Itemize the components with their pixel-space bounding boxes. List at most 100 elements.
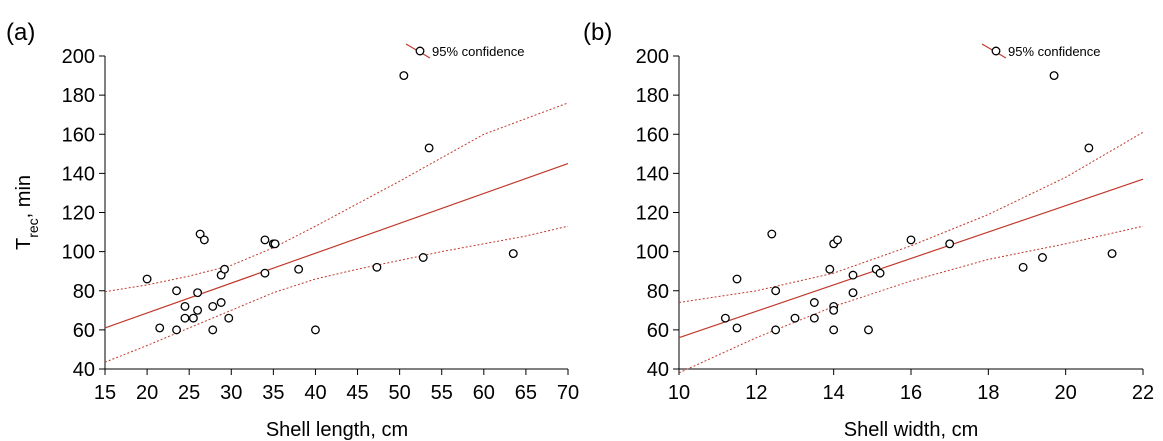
panel-label: (b) [583,19,612,46]
data-point [864,325,873,335]
x-tick-label: 12 [745,382,767,404]
y-tick-label: 120 [62,203,95,225]
data-point [829,305,839,315]
x-tick-label: 16 [900,382,922,404]
x-tick-label: 22 [1132,382,1154,404]
ci-upper-line [678,131,1144,303]
data-point [142,274,152,284]
y-tick-label: 40 [647,359,669,381]
data-point [945,239,955,249]
legend: 95% confidence [981,43,1101,59]
y-tick-label: 140 [636,163,669,185]
x-tick-label: 55 [431,382,453,404]
y-tick-label: 60 [647,320,669,342]
panel-label: (a) [6,19,35,46]
ci-lower-line [104,225,569,363]
x-tick-label: 30 [220,382,242,404]
x-tick-label: 35 [262,382,284,404]
y-tick-label: 140 [62,163,95,185]
data-point [220,264,229,274]
data-point [875,268,885,278]
data-point [208,325,218,335]
y-tick-label: 40 [73,359,95,381]
x-tick-label: 65 [515,382,537,404]
y-tick-label: 180 [636,85,669,107]
legend: 95% confidence [405,43,525,59]
data-point [294,264,304,274]
data-point [1038,253,1047,262]
data-point [195,229,205,239]
chart-panel-2: (b) 10 12 14 16 18 20 22 40 60 80 100 120 140 160 180 20… [583,19,1154,441]
data-point [270,239,280,249]
legend-label: 95% confidence [1008,44,1101,59]
x-tick-label: 70 [557,382,579,404]
data-point [155,323,165,333]
x-tick-label: 14 [823,382,845,404]
x-tick-label: 40 [304,382,326,404]
x-tick-label: 45 [346,382,368,404]
data-point [199,235,209,245]
data-point [311,325,320,335]
data-point [216,298,226,307]
data-point [771,286,781,296]
data-point [809,298,819,307]
y-tick-label: 80 [647,281,669,303]
data-point [1018,262,1028,272]
x-tick-label: 50 [389,382,411,404]
x-tick-label: 15 [94,382,116,404]
y-tick-label: 180 [62,85,95,107]
ci-upper-line [104,102,569,293]
y-axis-title-main: T [13,238,35,250]
data-point [825,264,835,274]
x-tick-label: 60 [473,382,495,404]
y-axis-title: Trec, min [13,175,41,250]
data-point [848,270,858,280]
data-point [372,262,382,272]
y-tick-label: 100 [62,242,95,264]
data-point [732,323,742,333]
data-point [1107,249,1117,259]
data-point [833,235,842,245]
data-point [260,268,270,278]
x-tick-label: 20 [136,382,158,404]
legend-marker-swatch [415,46,425,56]
data-point [906,235,916,245]
y-tick-label: 80 [73,281,95,303]
y-tick-label: 60 [73,320,95,342]
data-point [180,301,190,311]
x-tick-label: 10 [668,382,690,404]
data-point [224,313,234,323]
y-tick-label: 120 [636,203,669,225]
data-point [172,325,182,335]
data-point [208,301,218,311]
regression-line [104,163,569,329]
data-point [720,313,730,323]
data-point [508,249,518,259]
y-axis-title-suffix: , min [13,175,35,218]
data-point [193,305,203,315]
data-point [848,288,858,298]
x-axis-title: Shell width, cm [844,419,979,441]
regression-line [678,178,1144,339]
y-tick-label: 200 [62,46,95,68]
ci-lower-line [678,225,1144,374]
x-tick-label: 20 [1055,382,1077,404]
legend-label: 95% confidence [432,44,525,59]
y-axis-title-sub: rec [25,218,41,237]
data-point [172,286,182,296]
data-point [767,229,777,239]
chart-panel-1: (a) 15 20 25 30 35 40 45 50 55 60 65 70 40 60 80 100 120 1… [6,19,579,441]
data-point [790,313,800,323]
y-tick-label: 200 [636,46,669,68]
data-point [424,143,434,153]
data-point [829,325,839,335]
data-point [771,325,781,335]
x-tick-label: 18 [977,382,999,404]
data-point [180,313,190,323]
data-point [1084,143,1094,153]
y-tick-label: 160 [636,124,669,146]
x-tick-label: 25 [178,382,200,404]
x-axis-title: Shell length, cm [266,419,408,441]
data-point [260,235,270,245]
